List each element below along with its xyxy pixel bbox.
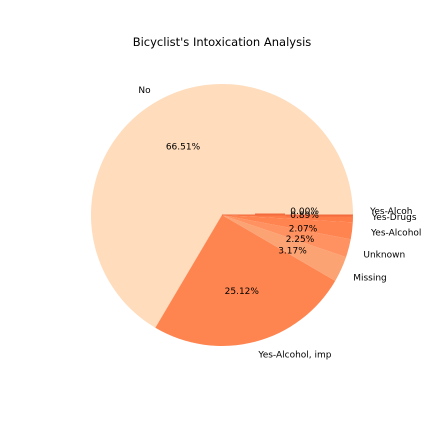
slice-label-missing: Missing bbox=[353, 274, 387, 284]
slice-labels: 66.51% No 25.12% Yes-Alcohol, imp 3.17% Missi… bbox=[138, 86, 421, 361]
slice-label-no: No bbox=[138, 86, 151, 96]
pie-slice-yes-alcohol-impairment-suspected bbox=[155, 215, 336, 346]
pct-label-yes-alcohol-impairment-suspected: 25.12% bbox=[225, 287, 260, 297]
pct-label-yes-drugs: 0.89% bbox=[290, 211, 319, 221]
pie-slice-missing bbox=[222, 215, 347, 281]
pct-label-yes-alcohol-and-drugs: 0.00% bbox=[290, 207, 319, 217]
pct-label-missing: 3.17% bbox=[278, 247, 307, 257]
pie-slice-yes-alcohol bbox=[222, 215, 353, 240]
pct-label-no: 66.51% bbox=[166, 143, 201, 153]
slice-label-unknown: Unknown bbox=[363, 251, 405, 261]
pie-slice-no bbox=[90, 83, 353, 328]
chart-title: Bicyclist's Intoxication Analysis bbox=[133, 35, 312, 49]
label-leader-lines bbox=[255, 213, 352, 217]
pie-slices bbox=[90, 83, 354, 346]
pie-slice-unknown bbox=[222, 215, 351, 258]
slice-label-yes-alcohol-and-drugs: Yes-Alcoh bbox=[369, 207, 412, 217]
slice-label-yes-alcohol-impairment-suspected: Yes-Alcohol, imp bbox=[257, 350, 331, 360]
pie-slice-yes-drugs bbox=[222, 215, 354, 223]
slice-label-yes-drugs: Yes-Drugs bbox=[371, 213, 417, 223]
pct-label-yes-alcohol: 2.07% bbox=[289, 225, 318, 235]
pct-label-unknown: 2.25% bbox=[286, 235, 315, 245]
slice-label-yes-alcohol: Yes-Alcohol bbox=[370, 228, 421, 238]
